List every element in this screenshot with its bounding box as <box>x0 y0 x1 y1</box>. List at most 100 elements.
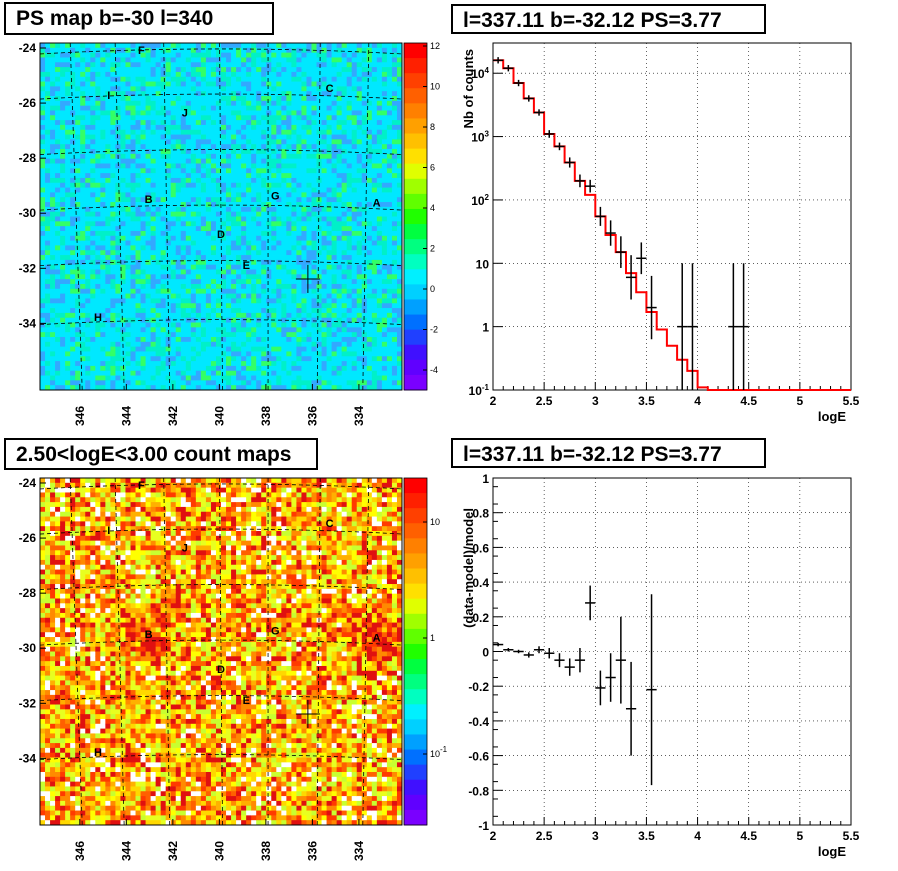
ps-map-cell <box>75 72 80 77</box>
ps-map-cell <box>332 154 337 159</box>
ps-map-cell <box>196 207 201 212</box>
ps-map-cell <box>246 226 251 231</box>
ps-map-cell <box>276 308 281 313</box>
ps-map-cell <box>281 110 286 115</box>
ps-map-cell <box>231 236 236 241</box>
ps-map-cell <box>201 154 206 159</box>
ps-map-cell <box>332 207 337 212</box>
ps-map-cell <box>332 241 337 246</box>
ps-map-cell <box>55 241 60 246</box>
ps-map-cell <box>151 183 156 188</box>
ps-map-cell <box>276 144 281 149</box>
ps-map-cell <box>166 250 171 255</box>
ps-map-cell <box>120 173 125 178</box>
ps-map-cell <box>382 130 387 135</box>
ps-map-cell <box>216 53 221 58</box>
ps-map-cell <box>241 183 246 188</box>
ps-map-cell <box>221 43 226 48</box>
ps-map-cell <box>306 323 311 328</box>
ps-map-cell <box>342 62 347 67</box>
ps-map-cell <box>357 270 362 275</box>
ps-map-cell <box>216 115 221 120</box>
ps-map-cell <box>80 183 85 188</box>
ps-map-cell <box>211 337 216 342</box>
ps-map-cell <box>211 154 216 159</box>
ps-map-cell <box>266 236 271 241</box>
ps-map-cell <box>342 120 347 125</box>
ps-map-cell <box>312 284 317 289</box>
ps-map-cell <box>216 298 221 303</box>
ps-map-cell <box>115 183 120 188</box>
ps-map-cell <box>156 192 161 197</box>
ps-map-cell <box>186 255 191 260</box>
ps-map-cell <box>251 53 256 58</box>
ps-map-cell <box>65 371 70 376</box>
ps-map-cell <box>80 294 85 299</box>
ps-map-cell <box>377 110 382 115</box>
ps-map-cell <box>251 274 256 279</box>
ps-map-cell <box>100 110 105 115</box>
ps-map-cell <box>296 241 301 246</box>
ps-map-cell <box>266 178 271 183</box>
ps-map-cell <box>231 173 236 178</box>
ps-map-cell <box>85 212 90 217</box>
ps-map-cell <box>296 245 301 250</box>
ps-map-cell <box>377 274 382 279</box>
ps-map-cell <box>151 255 156 260</box>
ps-map-cell <box>151 115 156 120</box>
ps-map-cell <box>90 356 95 361</box>
ps-map-cell <box>291 380 296 385</box>
ps-map-cell <box>196 380 201 385</box>
ps-map-cell <box>50 380 55 385</box>
ps-map-cell <box>156 67 161 72</box>
ps-map-cell <box>332 212 337 217</box>
ps-map-cell <box>136 313 141 318</box>
ps-map-cell <box>65 361 70 366</box>
ps-map-cell <box>125 86 130 91</box>
ps-map-cell <box>216 303 221 308</box>
ps-map-cell <box>317 106 322 111</box>
ps-map-cell <box>156 139 161 144</box>
ps-map-cell <box>286 82 291 87</box>
ps-map-cell <box>271 371 276 376</box>
ps-map-cell <box>291 255 296 260</box>
ps-map-cell <box>216 101 221 106</box>
ps-map-cell <box>186 342 191 347</box>
ps-map-cell <box>186 221 191 226</box>
ps-map-cell <box>100 274 105 279</box>
ps-map-cell <box>171 366 176 371</box>
ps-map-cell <box>90 72 95 77</box>
ps-map-cell <box>90 82 95 87</box>
ps-map-cell <box>276 96 281 101</box>
ps-map-cell <box>256 135 261 140</box>
ps-map-cell <box>75 163 80 168</box>
ps-map-cell <box>146 77 151 82</box>
ps-map-cell <box>266 376 271 381</box>
ps-map-cell <box>347 347 352 352</box>
ps-map-cell <box>327 241 332 246</box>
ps-map-cell <box>281 86 286 91</box>
ps-map-cell <box>75 130 80 135</box>
ps-map-cell <box>100 207 105 212</box>
ps-map-cell <box>231 101 236 106</box>
ps-map-cell <box>266 371 271 376</box>
ps-map-cell <box>151 96 156 101</box>
ps-map-cell <box>256 130 261 135</box>
ps-map-cell <box>171 274 176 279</box>
ps-map-cell <box>271 361 276 366</box>
ps-map-cell <box>231 135 236 140</box>
ps-map-cell <box>367 188 372 193</box>
ps-map-cell <box>367 178 372 183</box>
ps-map-cell <box>75 159 80 164</box>
ps-map-cell <box>211 245 216 250</box>
ps-map-cell <box>246 294 251 299</box>
ps-map-cell <box>382 250 387 255</box>
ps-map-cell <box>115 274 120 279</box>
ps-map-cell <box>291 62 296 67</box>
ps-map-cell <box>95 53 100 58</box>
ps-map-cell <box>161 323 166 328</box>
ps-map-cell <box>296 139 301 144</box>
ps-map-cell <box>327 130 332 135</box>
ps-map-cell <box>291 356 296 361</box>
ps-map-cell <box>125 130 130 135</box>
